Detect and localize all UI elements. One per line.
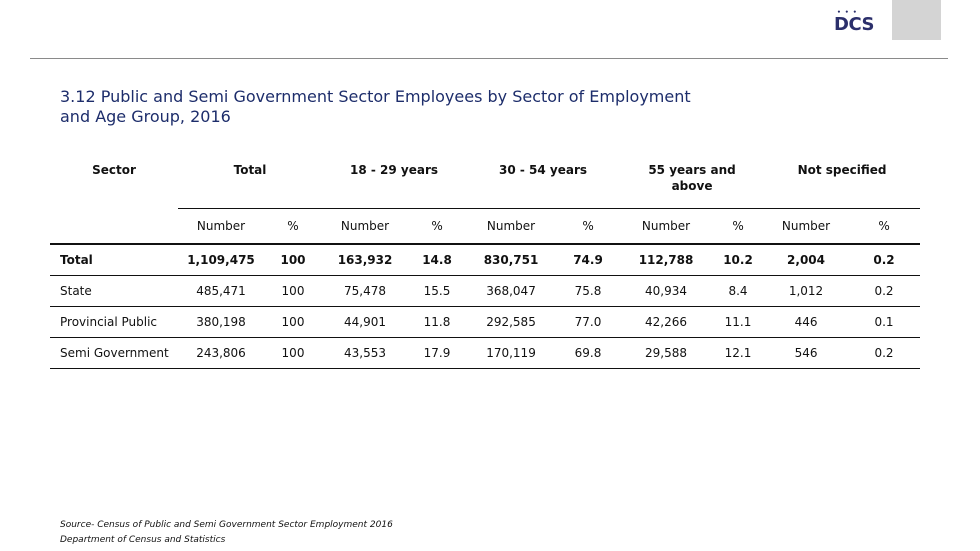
title-line-2: and Age Group, 2016 <box>60 107 231 126</box>
cell-total-percent: 100 <box>264 337 323 369</box>
cell-30-54-number: 830,751 <box>466 243 557 276</box>
cell-sector: State <box>50 275 178 307</box>
sub-header-number: Number <box>620 208 713 244</box>
header-age-55-above: 55 years and above <box>620 154 764 209</box>
sub-header-percent: % <box>848 208 921 244</box>
cell-18-29-number: 44,901 <box>322 306 409 338</box>
cell-total-number: 243,806 <box>178 337 264 369</box>
sub-header-percent: % <box>408 208 467 244</box>
logo-text: DCS <box>834 14 874 35</box>
header-divider <box>30 58 948 59</box>
sub-header-number: Number <box>764 208 849 244</box>
sub-header-number: Number <box>466 208 557 244</box>
cell-18-29-percent: 17.9 <box>408 337 467 369</box>
cell-30-54-number: 292,585 <box>466 306 557 338</box>
cell-not-specified-number: 1,012 <box>764 275 849 307</box>
cell-30-54-number: 170,119 <box>466 337 557 369</box>
cell-55-above-percent: 11.1 <box>712 306 765 338</box>
cell-55-above-number: 42,266 <box>620 306 713 338</box>
cell-not-specified-percent: 0.2 <box>848 337 921 369</box>
cell-30-54-percent: 69.8 <box>556 337 621 369</box>
cell-not-specified-number: 2,004 <box>764 243 849 276</box>
table-row-total: Total 1,109,475 100 163,932 14.8 830,751… <box>50 243 921 276</box>
header-sector: Sector <box>92 163 136 177</box>
table-row-semi-government: Semi Government 243,806 100 43,553 17.9 … <box>50 337 921 369</box>
logo-dots: • • • <box>837 9 858 16</box>
cell-30-54-percent: 74.9 <box>556 243 621 276</box>
cell-not-specified-percent: 0.2 <box>848 243 921 276</box>
cell-sector: Semi Government <box>50 337 178 369</box>
header-age-55-line-1: 55 years and <box>648 163 736 177</box>
cell-30-54-percent: 77.0 <box>556 306 621 338</box>
corner-grey-box <box>892 0 941 40</box>
employees-table: Sector Total 18 - 29 years 30 - 54 years… <box>50 154 921 369</box>
cell-30-54-number: 368,047 <box>466 275 557 307</box>
cell-total-number: 1,109,475 <box>178 243 264 276</box>
cell-55-above-percent: 8.4 <box>712 275 765 307</box>
cell-total-percent: 100 <box>264 243 323 276</box>
page-title: 3.12 Public and Semi Government Sector E… <box>60 87 760 127</box>
table-row-state: State 485,471 100 75,478 15.5 368,047 75… <box>50 275 921 307</box>
header-not-specified: Not specified <box>797 163 887 177</box>
cell-total-percent: 100 <box>264 306 323 338</box>
cell-55-above-percent: 12.1 <box>712 337 765 369</box>
sub-header-percent: % <box>712 208 765 244</box>
table-row-provincial-public: Provincial Public 380,198 100 44,901 11.… <box>50 306 921 338</box>
cell-not-specified-percent: 0.2 <box>848 275 921 307</box>
source-note: Source- Census of Public and Semi Govern… <box>60 518 393 548</box>
cell-18-29-number: 43,553 <box>322 337 409 369</box>
sub-header-number: Number <box>178 208 264 244</box>
cell-30-54-percent: 75.8 <box>556 275 621 307</box>
cell-18-29-percent: 15.5 <box>408 275 467 307</box>
cell-sector: Total <box>50 243 178 276</box>
cell-55-above-number: 40,934 <box>620 275 713 307</box>
header-age-30-54: 30 - 54 years <box>499 163 588 177</box>
cell-not-specified-number: 446 <box>764 306 849 338</box>
cell-18-29-number: 163,932 <box>322 243 409 276</box>
source-line-1: Source- Census of Public and Semi Govern… <box>60 520 393 530</box>
source-line-2: Department of Census and Statistics <box>60 535 226 545</box>
header-age-18-29: 18 - 29 years <box>350 163 439 177</box>
cell-55-above-number: 29,588 <box>620 337 713 369</box>
sub-header-number: Number <box>322 208 409 244</box>
cell-total-number: 485,471 <box>178 275 264 307</box>
sub-header-percent: % <box>264 208 323 244</box>
cell-55-above-number: 112,788 <box>620 243 713 276</box>
sub-header-blank <box>50 209 178 245</box>
sub-header-row: Number % Number % Number % Number % Numb… <box>50 208 921 245</box>
header-total: Total <box>233 163 267 177</box>
cell-sector: Provincial Public <box>50 306 178 338</box>
header-age-55-line-2: above <box>671 179 713 193</box>
cell-18-29-percent: 14.8 <box>408 243 467 276</box>
cell-total-number: 380,198 <box>178 306 264 338</box>
cell-18-29-percent: 11.8 <box>408 306 467 338</box>
title-line-1: 3.12 Public and Semi Government Sector E… <box>60 87 691 106</box>
sub-header-percent: % <box>556 208 621 244</box>
dcs-logo: • • • DCS <box>834 10 880 36</box>
cell-not-specified-number: 546 <box>764 337 849 369</box>
group-header-row: Sector Total 18 - 29 years 30 - 54 years… <box>50 154 920 209</box>
cell-55-above-percent: 10.2 <box>712 243 765 276</box>
cell-total-percent: 100 <box>264 275 323 307</box>
cell-18-29-number: 75,478 <box>322 275 409 307</box>
cell-not-specified-percent: 0.1 <box>848 306 921 338</box>
